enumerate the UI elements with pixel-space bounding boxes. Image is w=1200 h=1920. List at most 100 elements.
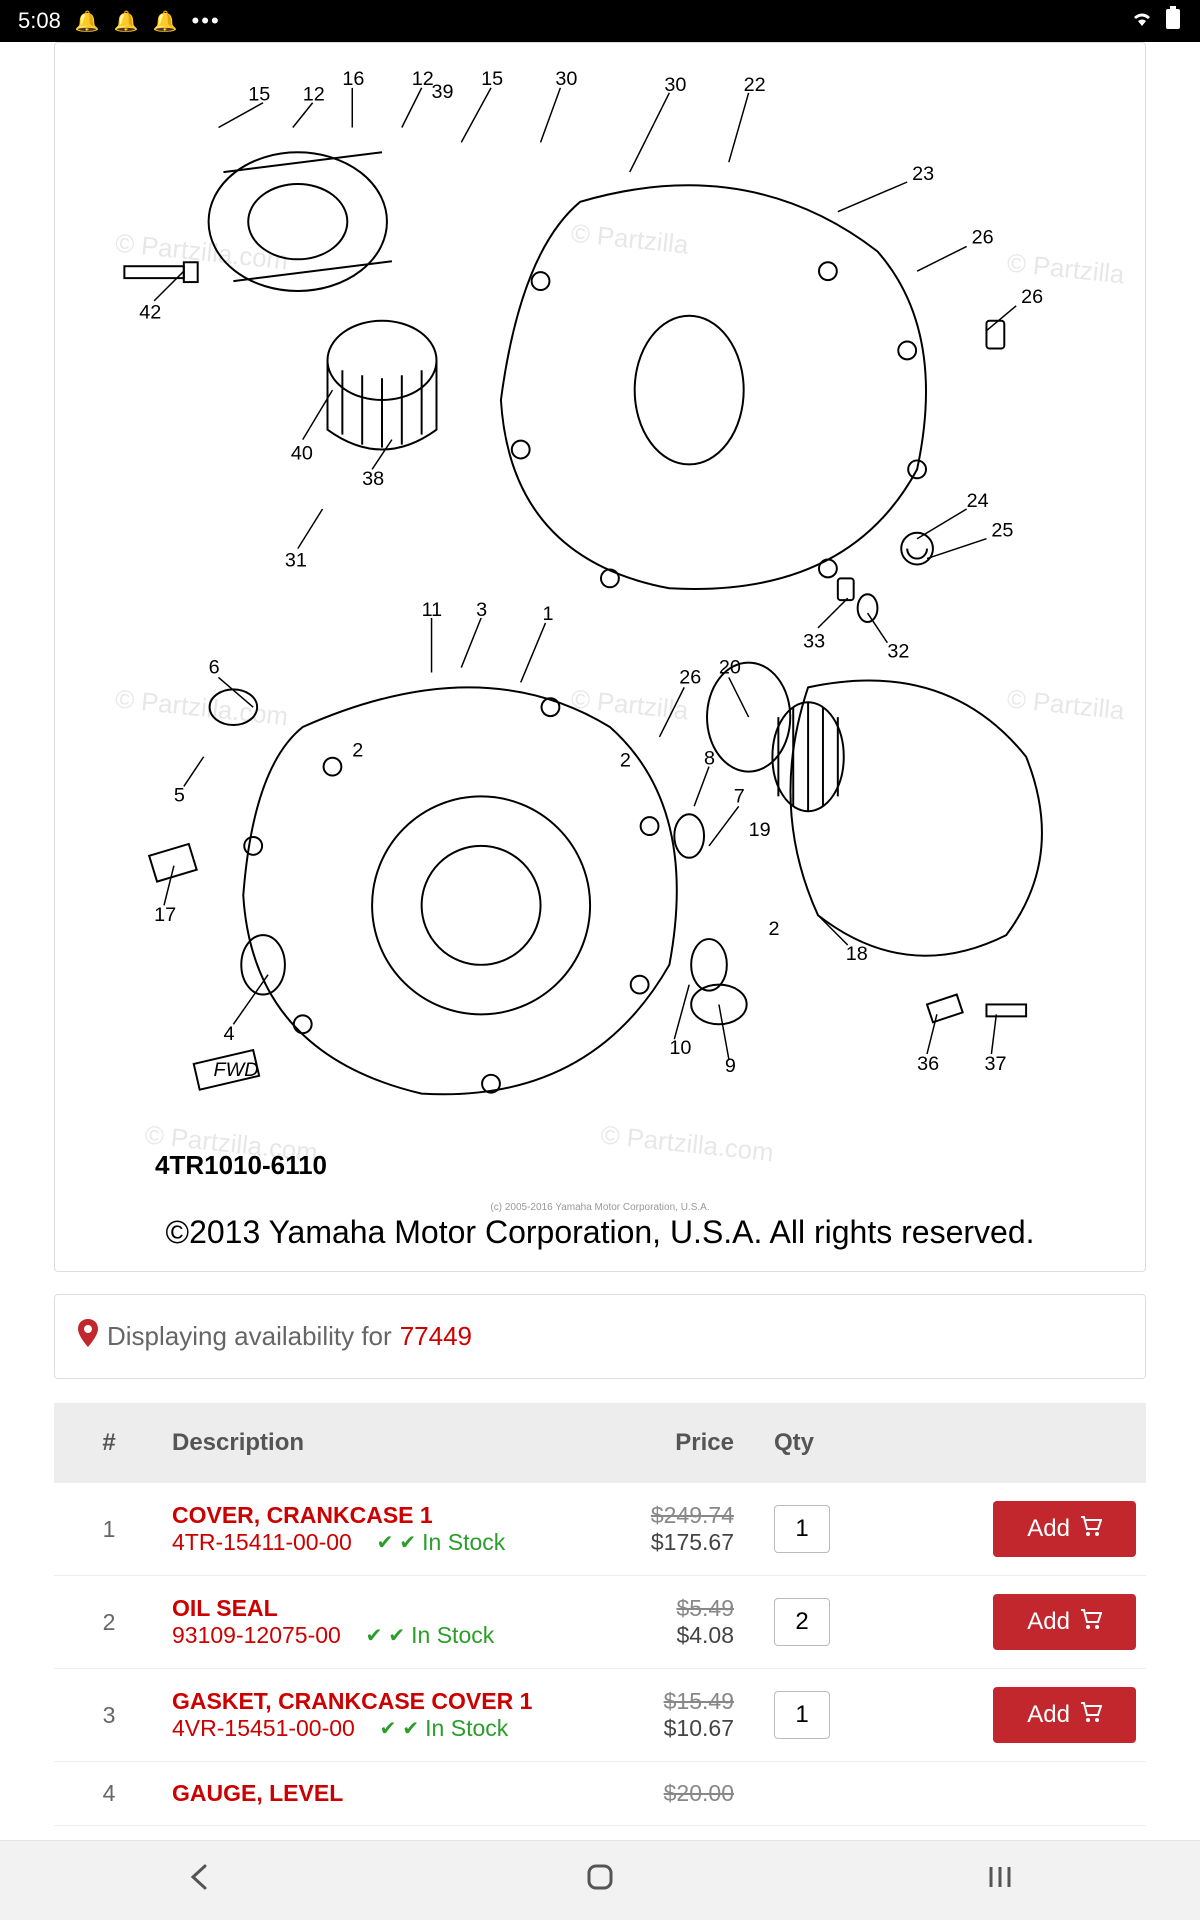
svg-text:9: 9 (725, 1055, 736, 1077)
check-icon: ✔ (399, 1530, 416, 1555)
svg-text:4: 4 (223, 1023, 234, 1045)
svg-text:12: 12 (412, 68, 434, 90)
row-number: 2 (54, 1609, 164, 1636)
part-name-link[interactable]: OIL SEAL (172, 1595, 584, 1622)
svg-text:© Partzilla.com: © Partzilla.com (114, 685, 289, 731)
svg-text:22: 22 (744, 74, 766, 96)
table-row: 2 OIL SEAL 93109-12075-00 ✔✔ In Stock $5… (54, 1576, 1146, 1669)
notification-icon: 🔔 (75, 9, 100, 34)
svg-text:16: 16 (342, 68, 364, 90)
row-number: 3 (54, 1702, 164, 1729)
svg-text:2: 2 (768, 918, 779, 940)
svg-text:© Partzilla: © Partzilla (570, 685, 691, 725)
diagram-copyright: ©2013 Yamaha Motor Corporation, U.S.A. A… (55, 1214, 1145, 1251)
table-row: 4 GAUGE, LEVEL $20.00 (54, 1762, 1146, 1826)
header-qty: Qty (754, 1429, 904, 1457)
check-icon: ✔ (402, 1716, 419, 1741)
add-to-cart-button[interactable]: Add (993, 1687, 1136, 1743)
wifi-icon (1130, 8, 1154, 34)
qty-input[interactable] (774, 1598, 830, 1646)
svg-text:3: 3 (476, 599, 487, 621)
add-to-cart-button[interactable]: Add (993, 1501, 1136, 1557)
parts-diagram[interactable]: © Partzilla.com © Partzilla © Partzilla … (54, 42, 1146, 1272)
battery-icon (1164, 5, 1182, 37)
stock-status: In Stock (411, 1622, 494, 1649)
notification-icon: 🔔 (114, 9, 139, 34)
svg-text:10: 10 (669, 1037, 691, 1059)
svg-text:26: 26 (972, 226, 994, 248)
more-icon: ••• (192, 8, 221, 34)
svg-text:30: 30 (664, 74, 686, 96)
svg-text:2: 2 (352, 740, 363, 762)
svg-text:36: 36 (917, 1053, 939, 1075)
qty-input[interactable] (774, 1691, 830, 1739)
svg-text:24: 24 (967, 490, 989, 512)
svg-text:23: 23 (912, 163, 934, 185)
diagram-small-copyright: (c) 2005-2016 Yamaha Motor Corporation, … (55, 1202, 1145, 1213)
svg-text:© Partzilla.com: © Partzilla.com (114, 229, 289, 275)
svg-text:38: 38 (362, 468, 384, 490)
qty-input[interactable] (774, 1505, 830, 1553)
svg-text:32: 32 (887, 641, 909, 663)
cart-icon (1080, 1516, 1102, 1542)
cart-icon (1080, 1609, 1102, 1635)
svg-text:25: 25 (991, 520, 1013, 542)
svg-text:11: 11 (422, 599, 443, 621)
svg-text:39: 39 (432, 81, 454, 103)
svg-text:© Partzilla: © Partzilla (1006, 685, 1127, 725)
part-name-link[interactable]: GAUGE, LEVEL (172, 1780, 584, 1807)
part-sku[interactable]: 93109-12075-00 (172, 1622, 341, 1649)
svg-text:5: 5 (174, 784, 185, 806)
svg-text:© Partzilla: © Partzilla (570, 220, 691, 260)
svg-text:15: 15 (481, 68, 503, 90)
svg-text:42: 42 (139, 302, 161, 324)
part-sku[interactable]: 4VR-15451-00-00 (172, 1715, 355, 1742)
old-price: $20.00 (584, 1780, 734, 1807)
svg-text:30: 30 (555, 68, 577, 90)
recents-button[interactable] (985, 1862, 1015, 1900)
svg-text:8: 8 (704, 748, 715, 770)
back-button[interactable] (185, 1862, 215, 1900)
diagram-part-code: 4TR1010-6110 (155, 1150, 327, 1181)
table-row: 3 GASKET, CRANKCASE COVER 1 4VR-15451-00… (54, 1669, 1146, 1762)
availability-bar[interactable]: Displaying availability for 77449 (54, 1294, 1146, 1379)
part-sku[interactable]: 4TR-15411-00-00 (172, 1529, 352, 1556)
old-price: $249.74 (584, 1502, 734, 1529)
stock-status: In Stock (422, 1529, 505, 1556)
stock-status: In Stock (425, 1715, 508, 1742)
old-price: $15.49 (584, 1688, 734, 1715)
check-icon: ✔ (380, 1716, 397, 1741)
diagram-svg: © Partzilla.com © Partzilla © Partzilla … (55, 43, 1145, 1193)
availability-zip[interactable]: 77449 (400, 1321, 472, 1352)
price: $4.08 (584, 1622, 734, 1649)
check-icon: ✔ (377, 1530, 394, 1555)
table-header: # Description Price Qty (54, 1403, 1146, 1483)
cart-icon (1080, 1702, 1102, 1728)
check-icon: ✔ (366, 1623, 383, 1648)
svg-text:12: 12 (303, 84, 325, 106)
svg-text:FWD: FWD (214, 1059, 259, 1081)
row-number: 1 (54, 1516, 164, 1543)
price: $10.67 (584, 1715, 734, 1742)
status-time: 5:08 (18, 8, 61, 34)
header-desc: Description (164, 1429, 584, 1457)
svg-text:15: 15 (248, 84, 270, 106)
availability-text: Displaying availability for (107, 1321, 392, 1352)
add-to-cart-button[interactable]: Add (993, 1594, 1136, 1650)
notification-icon: 🔔 (153, 9, 178, 34)
svg-text:26: 26 (1021, 286, 1043, 308)
table-row: 1 COVER, CRANKCASE 1 4TR-15411-00-00 ✔✔ … (54, 1483, 1146, 1576)
svg-text:31: 31 (285, 549, 307, 571)
svg-text:7: 7 (734, 785, 745, 807)
svg-text:40: 40 (291, 442, 313, 464)
svg-text:17: 17 (154, 904, 176, 926)
home-button[interactable] (584, 1861, 616, 1901)
svg-text:20: 20 (719, 656, 741, 678)
part-name-link[interactable]: COVER, CRANKCASE 1 (172, 1502, 584, 1529)
svg-text:26: 26 (679, 666, 701, 688)
header-num: # (54, 1429, 164, 1457)
svg-text:© Partzilla.com: © Partzilla.com (599, 1121, 774, 1167)
svg-text:© Partzilla: © Partzilla (1006, 249, 1127, 289)
svg-text:6: 6 (209, 656, 220, 678)
part-name-link[interactable]: GASKET, CRANKCASE COVER 1 (172, 1688, 584, 1715)
